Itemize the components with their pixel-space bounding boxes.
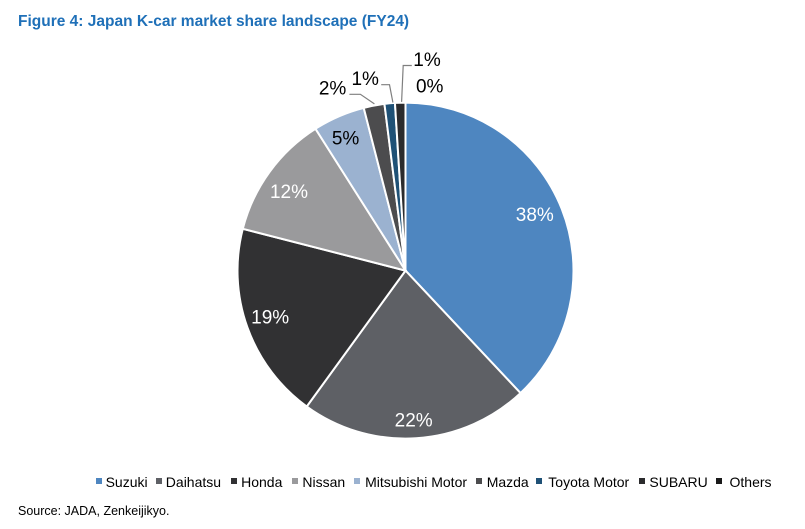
svg-text:38%: 38% <box>516 205 554 226</box>
svg-text:0%: 0% <box>416 77 444 98</box>
svg-text:2%: 2% <box>319 79 347 100</box>
svg-text:1%: 1% <box>351 69 379 90</box>
svg-text:22%: 22% <box>395 410 433 431</box>
svg-text:12%: 12% <box>270 182 308 203</box>
svg-text:1%: 1% <box>413 50 441 71</box>
svg-text:19%: 19% <box>251 308 289 329</box>
svg-text:5%: 5% <box>332 128 360 149</box>
